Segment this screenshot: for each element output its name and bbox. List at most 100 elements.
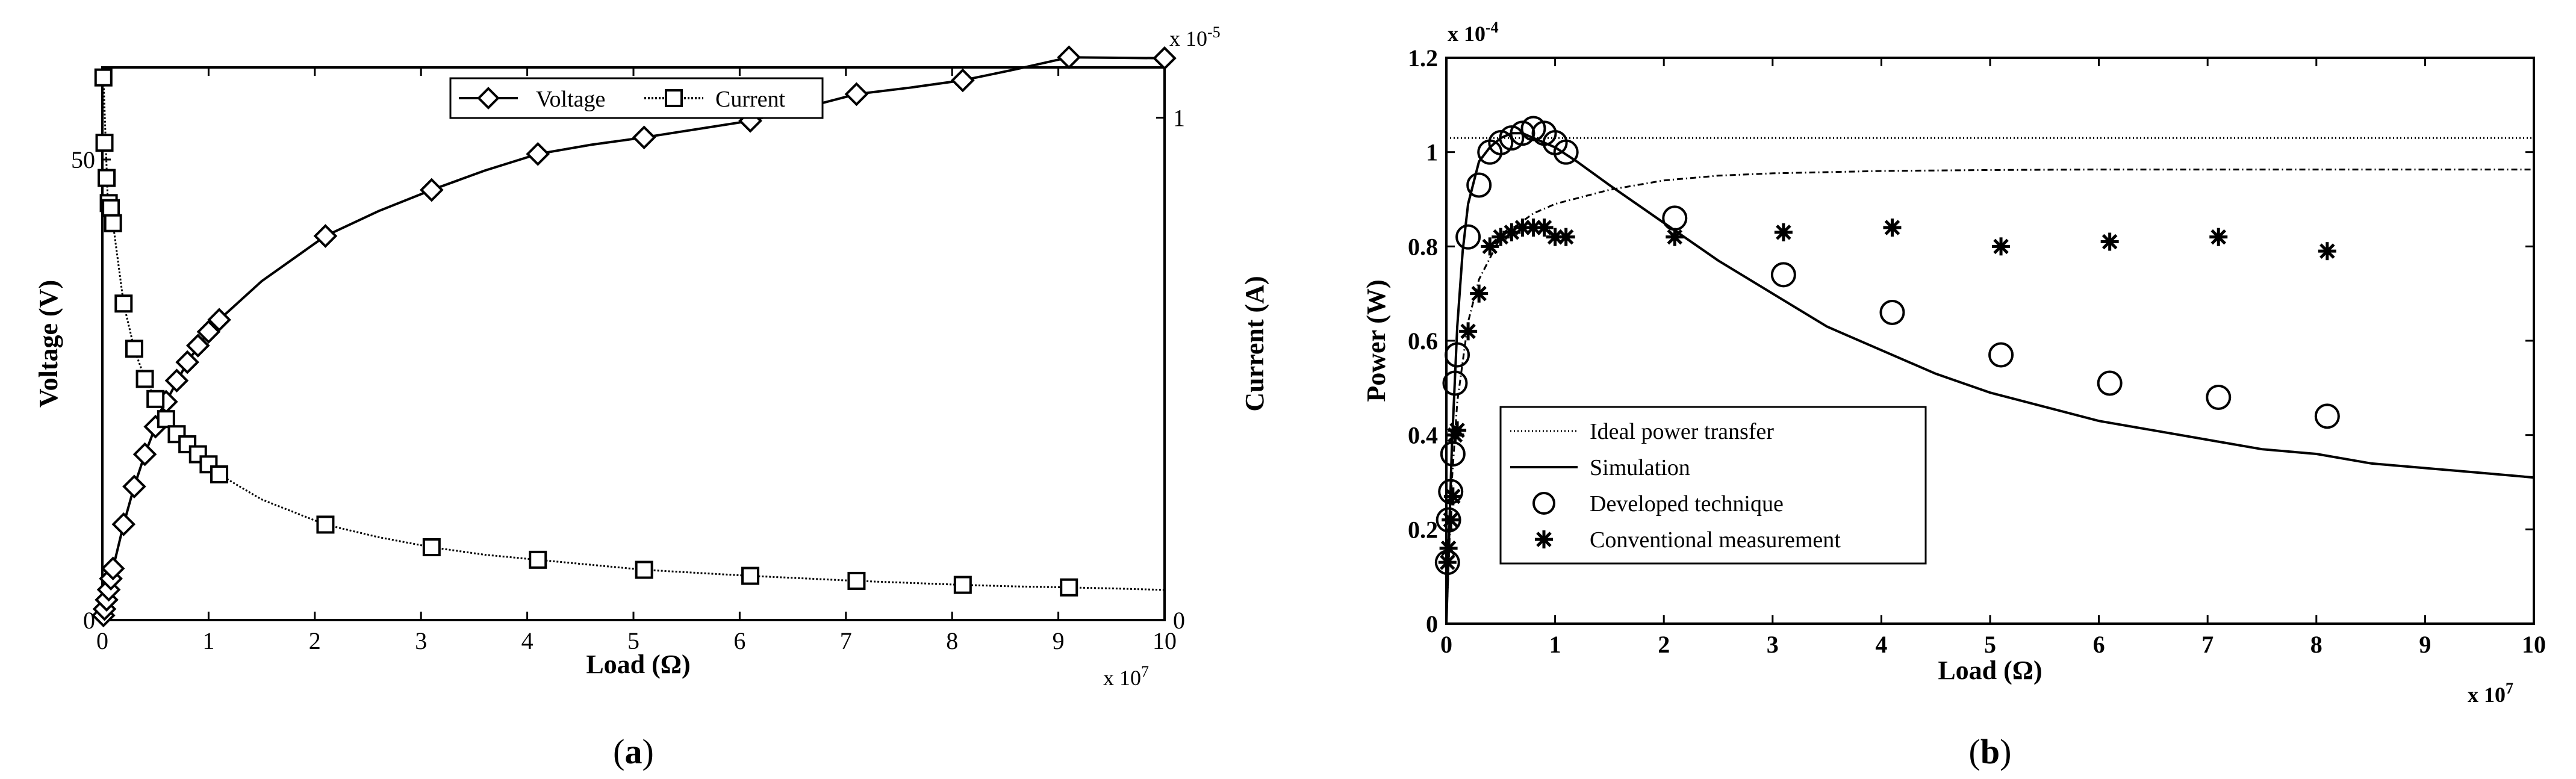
conventional-point (1666, 228, 1684, 246)
y-left-tick-label: 50 (71, 146, 95, 173)
current-point (135, 370, 154, 388)
voltage-point (175, 350, 199, 374)
y-left-tick-label: 0 (83, 607, 95, 634)
y-right-tick-label: 1 (1173, 104, 1185, 131)
developed-point (1488, 130, 1514, 155)
x-tick-label: 6 (733, 627, 745, 654)
conventional-curve (1445, 169, 2534, 624)
developed-point (1662, 205, 1688, 231)
x-axis-label: Load (Ω) (586, 650, 690, 679)
x-tick-label: 9 (1053, 627, 1065, 654)
x-tick-label: 6 (2093, 631, 2105, 658)
x-tick-label: 5 (627, 627, 639, 654)
series-markers (1434, 116, 2340, 576)
developed-point (1520, 116, 1546, 141)
conventional-point (1448, 421, 1467, 439)
x-tick-label: 10 (2522, 631, 2546, 658)
legend-label-conventional: Conventional measurement (1590, 527, 1841, 553)
plot-area-frame (101, 66, 1166, 621)
developed-point (2206, 385, 2232, 410)
voltage-point (207, 308, 231, 332)
conventional-point (1443, 487, 1462, 506)
x-tick-label: 2 (309, 627, 321, 654)
y-right-axis-label: Current (A) (1240, 276, 1269, 411)
legend-label-current: Current (715, 87, 786, 112)
y-tick-labels: 0 0.2 0.4 0.6 0.8 1 1.2 (1408, 45, 1438, 638)
voltage-point (313, 224, 338, 248)
x-tick-label: 2 (1658, 631, 1670, 658)
conventional-point (1557, 228, 1575, 246)
legend-label-ideal: Ideal power transfer (1590, 419, 1774, 444)
voltage-point (101, 556, 125, 581)
current-point (635, 560, 653, 579)
tick-marks (1445, 57, 2535, 625)
conventional-point (1442, 511, 1460, 529)
legend: Ideal power transfer Simulation Develope… (1499, 406, 1927, 565)
voltage-point (1153, 46, 1177, 70)
current-point (199, 455, 218, 474)
developed-point (1988, 342, 2014, 368)
developed-point (1455, 224, 1481, 250)
current-point (847, 571, 866, 590)
x-tick-label: 0 (96, 627, 108, 654)
legend: Voltage Current (449, 77, 824, 119)
legend-marker-voltage (477, 87, 500, 110)
conventional-point (1439, 539, 1458, 557)
current-point (102, 199, 120, 217)
x-tick-label: 10 (1153, 627, 1177, 654)
x-tick-label: 3 (415, 627, 427, 654)
developed-point (1879, 300, 1905, 325)
conventional-point (1470, 284, 1489, 303)
conventional-point (2100, 232, 2119, 251)
y-tick-label: 0.4 (1408, 422, 1438, 449)
conventional-point (2209, 228, 2228, 246)
legend-marker-conventional (1535, 530, 1553, 548)
current-point (210, 465, 229, 483)
legend-label-developed: Developed technique (1590, 491, 1784, 517)
conventional-point (1774, 223, 1793, 241)
current-point (125, 340, 143, 358)
x-tick-label: 7 (840, 627, 852, 654)
y-axis-multiplier: x 10-4 (1448, 19, 1499, 46)
developed-point (1770, 262, 1796, 288)
x-tick-label: 0 (1440, 631, 1452, 658)
current-point (114, 294, 133, 313)
developed-point (1466, 172, 1492, 198)
current-point (146, 389, 165, 408)
voltage-point (164, 368, 189, 393)
current-point (104, 214, 122, 232)
y-tick-label: 0.6 (1408, 327, 1438, 355)
current-point (316, 515, 335, 534)
current-point (157, 410, 175, 429)
developed-point (2314, 403, 2340, 429)
conventional-point (1992, 237, 2011, 256)
panel-a-voltage-current-chart: 0 1 2 3 4 5 6 7 8 9 10 050 01 Voltage Current Volt… (34, 23, 1269, 771)
conventional-point (1883, 219, 1902, 237)
voltage-point (185, 334, 210, 358)
y-tick-label: 1.2 (1408, 45, 1438, 72)
x-tick-label: 3 (1767, 631, 1779, 658)
x-tick-labels: 0 1 2 3 4 5 6 7 8 9 10 (1440, 631, 2546, 658)
voltage-point (420, 178, 444, 202)
conventional-point (1459, 322, 1478, 341)
voltage-point (196, 320, 221, 344)
y-tick-label: 1 (1426, 139, 1438, 166)
x-tick-label: 9 (2419, 631, 2431, 658)
y-left-tick-labels: 0 50 (71, 146, 95, 634)
series-markers (91, 45, 1177, 628)
developed-point (1436, 507, 1461, 533)
legend-label-voltage: Voltage (536, 87, 605, 112)
legend-label-simulation: Simulation (1590, 455, 1690, 480)
x-tick-labels: 0 1 2 3 4 5 6 7 8 9 10 (96, 627, 1177, 654)
voltage-point (526, 141, 550, 166)
current-point (95, 134, 114, 152)
voltage-point (132, 442, 157, 467)
x-axis-label: Load (Ω) (1938, 656, 2042, 685)
y-axis-label: Power (W) (1361, 279, 1391, 402)
voltage-curve (101, 56, 1165, 621)
x-tick-label: 8 (2310, 631, 2322, 658)
current-point (1060, 578, 1078, 597)
x-axis-multiplier: x 107 (1103, 663, 1149, 690)
y-right-tick-labels: 01 (1173, 104, 1185, 634)
current-point (953, 576, 972, 594)
